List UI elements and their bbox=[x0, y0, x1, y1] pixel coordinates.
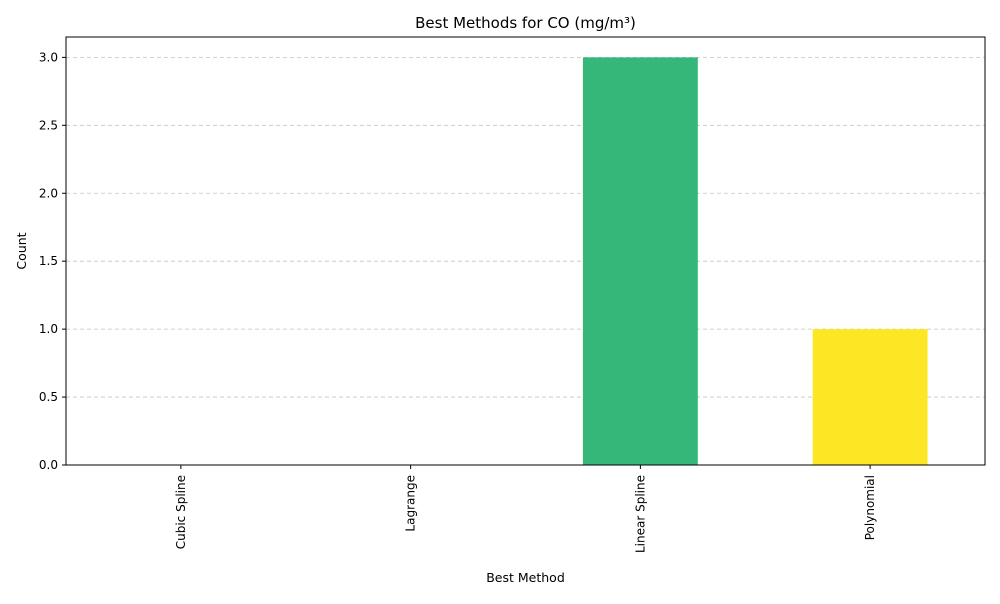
y-axis-label: Count bbox=[14, 232, 29, 269]
y-tick-label: 2.0 bbox=[39, 186, 58, 200]
plot-frame bbox=[65, 36, 986, 466]
x-axis-label: Best Method bbox=[486, 570, 565, 585]
y-tick-label: 1.5 bbox=[39, 254, 58, 268]
x-tick-label: Polynomial bbox=[863, 475, 877, 540]
x-tick-label: Lagrange bbox=[404, 475, 418, 532]
bar bbox=[582, 57, 698, 465]
bars-layer bbox=[582, 57, 928, 465]
y-tick-label: 2.5 bbox=[39, 118, 58, 132]
x-tick-label: Cubic Spline bbox=[174, 475, 188, 549]
bar bbox=[812, 329, 928, 465]
y-tick-label: 0.5 bbox=[39, 390, 58, 404]
x-tick-label: Linear Spline bbox=[633, 475, 647, 553]
chart-title: Best Methods for CO (mg/m³) bbox=[415, 14, 636, 32]
y-tick-label: 1.0 bbox=[39, 322, 58, 336]
y-axis: 0.0 0.5 1.0 1.5 2.0 2.5 3.0 bbox=[39, 50, 66, 472]
y-tick-label: 0.0 bbox=[39, 458, 58, 472]
x-axis: Cubic Spline Lagrange Linear Spline Polynom… bbox=[174, 465, 877, 553]
y-tick-label: 3.0 bbox=[39, 50, 58, 64]
